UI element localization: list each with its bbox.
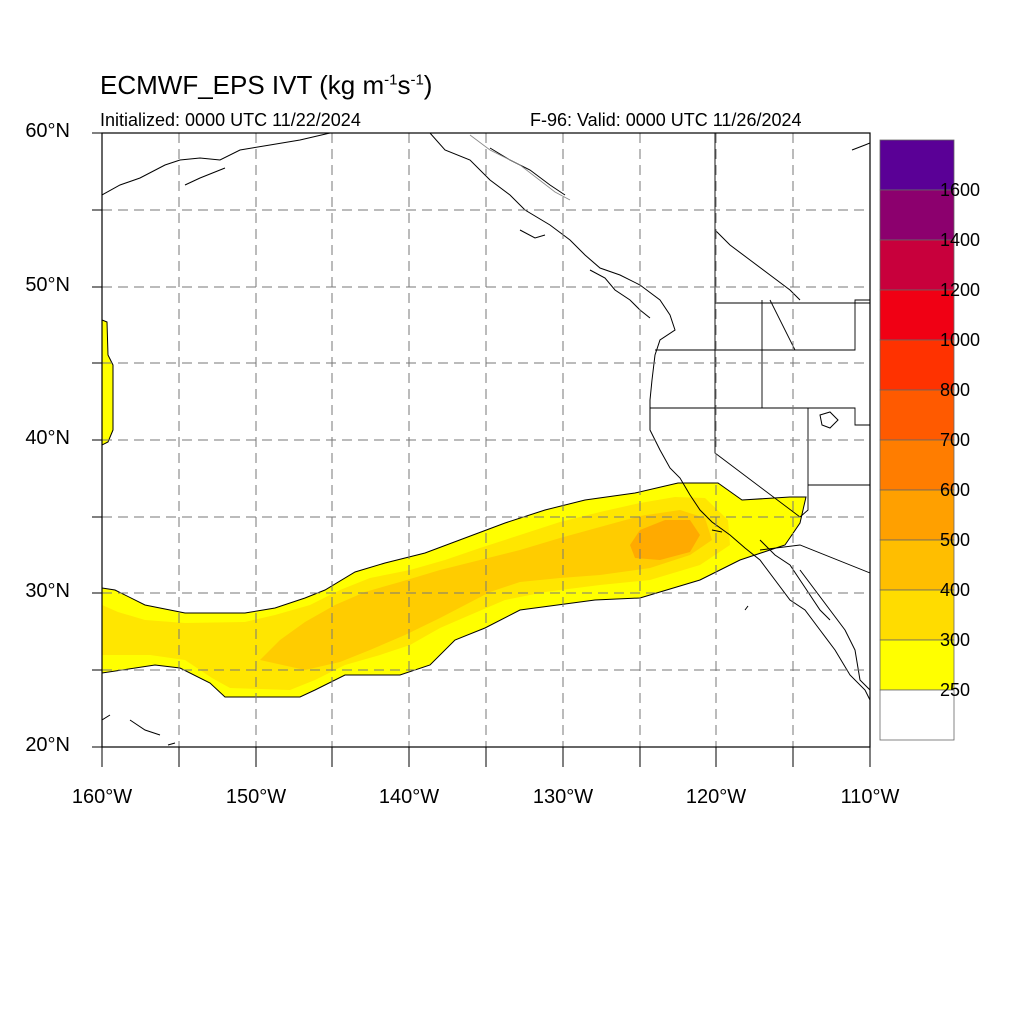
lon-label-150w: 150°W (225, 786, 287, 808)
lon-label-160w: 160°W (71, 786, 133, 808)
axis-ticks (92, 132, 871, 767)
lon-label-110w: 110°W (840, 786, 900, 808)
lon-label-140w: 140°W (378, 786, 440, 808)
colorbar-label-800: 800 (940, 380, 971, 400)
ivt-band-500 (630, 520, 700, 560)
coastlines (102, 133, 870, 746)
lon-label-120w: 120°W (685, 786, 747, 808)
gridlines (102, 133, 870, 747)
country-border (469, 134, 571, 201)
colorbar-label-1000: 1000 (940, 330, 981, 350)
colorbar-label-1200: 1200 (940, 280, 981, 300)
colorbar (879, 139, 955, 741)
ivt-west-blob (102, 319, 114, 446)
init-time-label: Initialized: 0000 UTC 11/22/2024 (100, 110, 361, 130)
lat-label-30n: 30°N (25, 580, 70, 602)
colorbar-label-400: 400 (940, 580, 971, 600)
colorbar-label-300: 300 (940, 630, 971, 650)
lat-label-50n: 50°N (25, 274, 70, 296)
lat-label-20n: 20°N (25, 734, 70, 756)
colorbar-label-500: 500 (940, 530, 971, 550)
colorbar-label-1400: 1400 (940, 230, 981, 250)
map-title: ECMWF_EPS IVT (kg m-1s-1) (100, 70, 433, 100)
colorbar-label-700: 700 (940, 430, 971, 450)
colorbar-label-1600: 1600 (940, 180, 981, 200)
colorbar-label-250: 250 (940, 680, 971, 700)
lon-label-130w: 130°W (532, 786, 594, 808)
lat-label-40n: 40°N (25, 427, 70, 449)
colorbar-label-600: 600 (940, 480, 971, 500)
valid-time-label: F-96: Valid: 0000 UTC 11/26/2024 (530, 110, 802, 130)
lat-label-60n: 60°N (25, 120, 70, 142)
